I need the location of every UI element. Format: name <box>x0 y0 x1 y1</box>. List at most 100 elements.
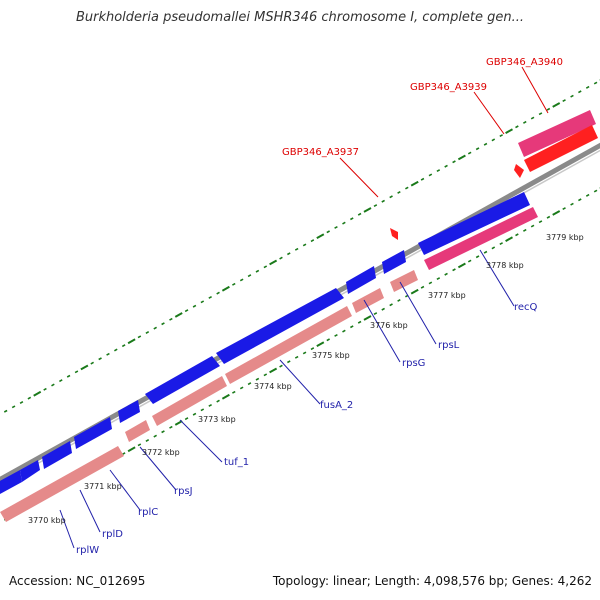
tick-mark <box>66 374 71 378</box>
tick-mark <box>279 364 283 368</box>
gene-rna-GBP346_A3939[interactable] <box>524 125 598 172</box>
tick-mark <box>389 303 393 307</box>
tick-mark <box>239 386 244 390</box>
tick-mark <box>269 259 278 266</box>
tick-mark <box>562 207 566 211</box>
tick-mark <box>161 430 165 434</box>
gene-forward-rpsJ[interactable] <box>74 417 112 449</box>
tick-mark <box>302 351 307 355</box>
gene-label-rpsJ[interactable]: rpsJ <box>174 486 193 497</box>
tick-mark <box>538 112 543 116</box>
gene-forward-rplD[interactable] <box>20 460 40 482</box>
tick-mark <box>410 180 419 187</box>
tick-mark <box>389 195 393 199</box>
tick-mark <box>294 247 299 251</box>
tick-mark <box>192 412 197 416</box>
tick-mark <box>287 360 291 364</box>
tick-mark <box>221 285 230 292</box>
tick-mark <box>287 252 291 256</box>
tick-mark <box>523 228 527 232</box>
gene-label-GBP346_A3940[interactable]: GBP346_A3940 <box>486 57 563 68</box>
gene-reverse-1[interactable] <box>0 446 124 522</box>
gene-label-recQ[interactable]: recQ <box>514 302 538 313</box>
gene-forward-fusA_2[interactable] <box>216 288 344 364</box>
tick-mark <box>145 439 150 442</box>
gene-rna-GBP346_A3937[interactable] <box>390 228 398 240</box>
gene-label-rplC[interactable]: rplC <box>138 507 158 518</box>
gene-rna-small[interactable] <box>514 164 524 178</box>
gene-features[interactable] <box>0 110 598 522</box>
tick-mark <box>491 138 496 142</box>
tick-mark <box>33 390 42 397</box>
gene-reverse-6[interactable] <box>390 270 418 292</box>
gene-label-rpsG[interactable]: rpsG <box>402 358 425 369</box>
gene-forward-rpsG[interactable] <box>346 266 376 294</box>
tick-mark <box>121 344 126 348</box>
tick-mark <box>562 99 566 103</box>
scale-label-3771: 3771 kbp <box>84 482 122 491</box>
tick-mark <box>161 322 165 326</box>
gene-reverse-2[interactable] <box>125 420 150 442</box>
tick-mark <box>200 300 205 304</box>
tick-mark <box>363 207 372 213</box>
tick-mark <box>467 259 472 263</box>
tick-mark <box>294 355 299 359</box>
tick-mark <box>153 434 157 438</box>
tick-mark <box>350 325 354 329</box>
tick-mark <box>153 326 157 330</box>
tick-mark <box>363 315 372 321</box>
tick-mark <box>302 243 307 247</box>
gene-label-rplD[interactable]: rplD <box>102 529 123 540</box>
tick-mark <box>263 265 268 269</box>
gene-label-tuf_1[interactable]: tuf_1 <box>224 457 249 468</box>
tick-mark <box>483 250 488 254</box>
gene-reverse-4[interactable] <box>225 306 352 384</box>
gene-forward-unk1[interactable] <box>118 400 140 423</box>
tick-mark <box>43 387 47 391</box>
tick-mark <box>593 81 598 85</box>
tick-mark <box>200 408 205 412</box>
tick-mark <box>483 142 488 146</box>
gene-label-rplW[interactable]: rplW <box>76 545 99 556</box>
gene-pseudo-GBP346_A3940[interactable] <box>518 110 596 157</box>
gene-reverse-5[interactable] <box>352 288 384 313</box>
tick-mark <box>444 164 448 168</box>
tick-mark <box>137 335 142 339</box>
tick-mark <box>428 173 433 177</box>
tick-mark <box>491 246 496 250</box>
gene-label-GBP346_A3939[interactable]: GBP346_A3939 <box>410 82 487 93</box>
tick-mark <box>334 225 338 229</box>
tick-mark <box>90 361 94 365</box>
tick-mark <box>505 128 513 134</box>
gene-forward-recQ[interactable] <box>418 192 530 255</box>
tick-mark <box>74 370 79 374</box>
gene-reverse-3[interactable] <box>152 376 227 426</box>
tick-mark <box>80 364 89 371</box>
gene-label-rpsL[interactable]: rpsL <box>438 340 460 351</box>
tick-mark <box>106 352 110 356</box>
accession-text: Accession: NC_012695 <box>9 574 146 588</box>
gene-pseudo-recQ-strip[interactable] <box>424 207 538 270</box>
tick-mark <box>255 377 260 381</box>
gene-forward-rplC[interactable] <box>42 441 72 469</box>
topology-summary: Topology: linear; Length: 4,098,576 bp; … <box>272 574 592 588</box>
gene-forward-rpsL[interactable] <box>382 250 406 274</box>
gene-labels[interactable]: rplW rplD rplC rpsJ tuf_1 fusA_2 rpsG rp… <box>76 57 563 556</box>
tick-mark <box>208 295 212 299</box>
tick-mark <box>523 120 527 124</box>
gene-label-fusA_2[interactable]: fusA_2 <box>320 400 353 411</box>
tick-mark <box>505 236 513 242</box>
scale-label-3774: 3774 kbp <box>254 382 292 391</box>
scale-label-3776: 3776 kbp <box>370 321 408 330</box>
gene-forward-tuf_1[interactable] <box>145 356 220 404</box>
tick-mark <box>3 409 8 413</box>
tick-mark <box>239 278 244 282</box>
tick-mark <box>436 277 441 281</box>
tick-mark <box>232 282 236 286</box>
tick-mark <box>570 94 574 98</box>
scale-label-3775: 3775 kbp <box>312 351 350 360</box>
tick-mark <box>578 90 582 94</box>
gene-label-GBP346_A3937[interactable]: GBP346_A3937 <box>282 147 359 158</box>
gene-forward-rplW[interactable] <box>0 470 22 494</box>
